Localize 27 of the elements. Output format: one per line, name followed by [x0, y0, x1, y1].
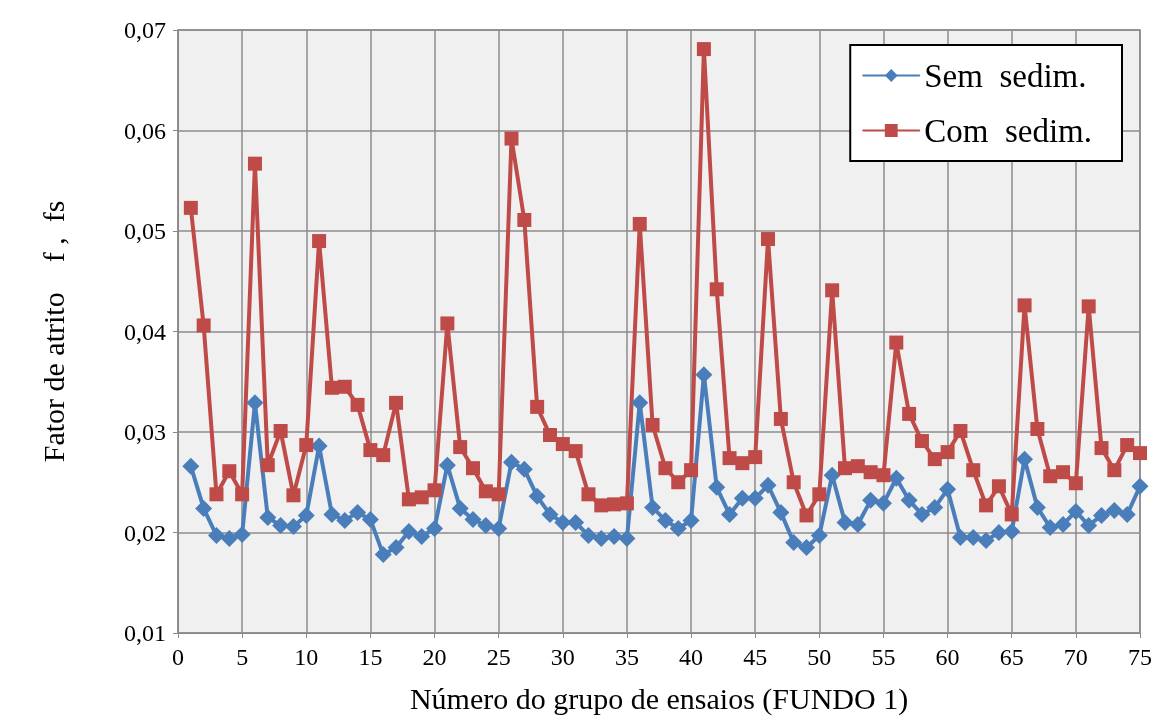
y-tick-label: 0,01	[124, 620, 166, 646]
x-tick-label: 25	[486, 644, 511, 670]
y-axis-title: Fator de atrito f , fs	[36, 200, 70, 463]
x-tick-label: 50	[807, 644, 832, 670]
x-tick-label: 30	[550, 644, 575, 670]
x-tick-label: 10	[294, 644, 319, 670]
x-tick-label: 55	[871, 644, 896, 670]
x-tick-label: 35	[614, 644, 639, 670]
x-tick-label: 70	[1063, 644, 1088, 670]
y-tick-label: 0,03	[124, 419, 166, 445]
x-tick-label: 65	[999, 644, 1024, 670]
x-axis-title: Número do grupo de ensaios (FUNDO 1)	[409, 681, 909, 716]
legend-label: Com sedim.	[924, 112, 1093, 149]
x-tick-label: 20	[422, 644, 447, 670]
x-tick-label: 60	[935, 644, 960, 670]
y-tick-label: 0,05	[124, 218, 166, 244]
x-tick-label: 15	[358, 644, 383, 670]
y-tick-label: 0,02	[124, 519, 166, 546]
x-tick-label: 5	[236, 644, 249, 670]
x-tick-label: 75	[1128, 644, 1152, 670]
x-tick-label: 0	[172, 644, 184, 670]
y-tick-label: 0,07	[124, 17, 166, 43]
y-tick-label: 0,06	[124, 117, 166, 144]
y-tick-label: 0,04	[124, 318, 166, 345]
x-tick-label: 45	[743, 644, 768, 670]
x-tick-label: 40	[679, 644, 704, 670]
legend-label: Sem sedim.	[924, 57, 1087, 94]
